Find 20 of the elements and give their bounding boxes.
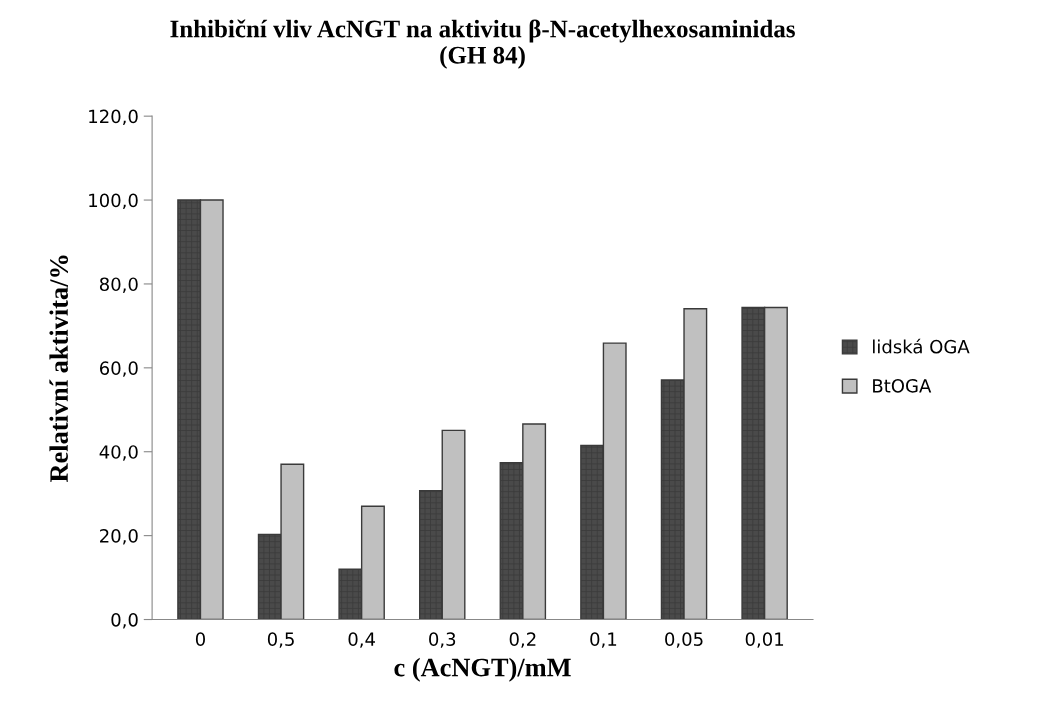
y-tick-label: 0,0 <box>111 612 138 629</box>
y-tick-label: 20,0 <box>100 529 138 545</box>
y-tick-label: 100,0 <box>89 193 138 210</box>
x-tick-label: 0,2 <box>509 632 536 648</box>
x-tick-label: 0,5 <box>267 632 294 648</box>
legend-label: lidská OGA <box>873 338 970 354</box>
x-tick-label: 0,01 <box>745 632 784 648</box>
x-tick-label: 0,4 <box>348 632 375 648</box>
y-tick-label: 80,0 <box>99 277 138 293</box>
x-tick-label: 0,1 <box>590 632 617 648</box>
x-tick-label: 0 <box>195 632 206 646</box>
y-tick-label: 120,0 <box>89 109 138 126</box>
x-tick-label: 0,3 <box>429 632 456 648</box>
y-tick-label: 60,0 <box>99 361 138 377</box>
chart-title: Inhibiční vliv AcNGT na aktivitu β-N-acetylhexosaminidas (GH 84) <box>170 19 795 69</box>
y-tick-label: 40,0 <box>99 445 138 461</box>
x-tick-label: 0,05 <box>665 632 703 648</box>
legend-label: BtOGA <box>873 378 932 393</box>
y-axis-title: Relativní aktivita/% <box>49 255 69 483</box>
x-axis-title: c (AcNGT)/mM <box>394 657 571 682</box>
